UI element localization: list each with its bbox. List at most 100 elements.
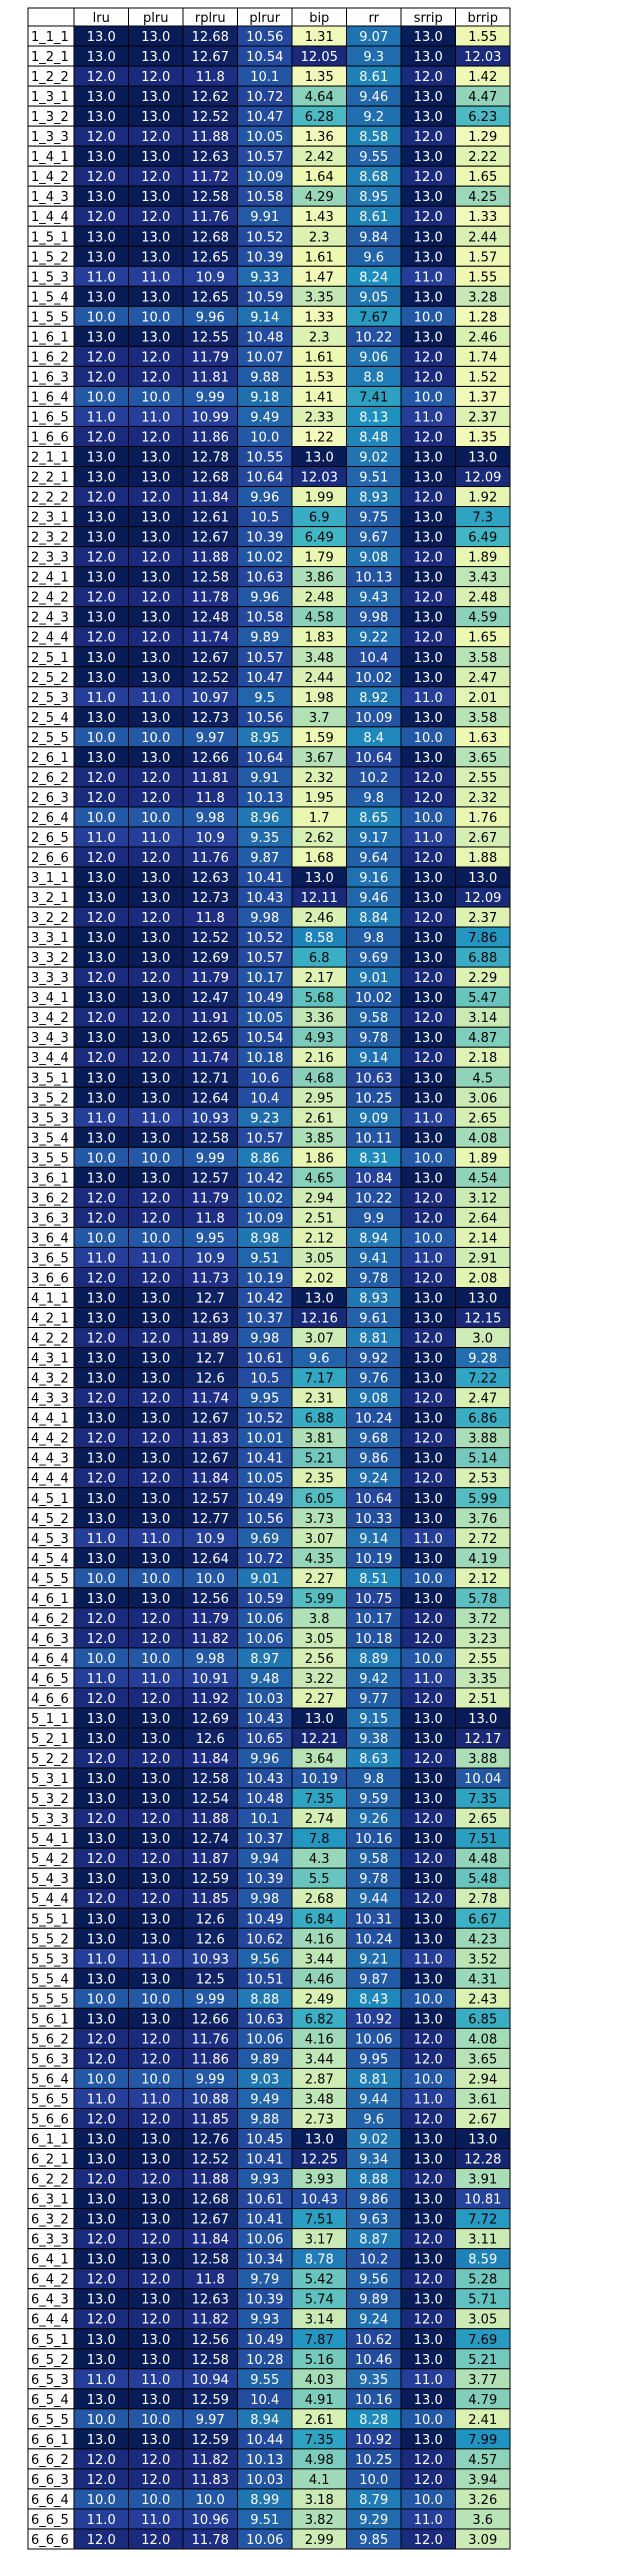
cell-value-label: 7.41 [359,390,388,405]
cell-value-label: 10.28 [246,2353,283,2368]
cell-value-label: 9.89 [250,2052,279,2067]
cell-value-label: 13.0 [414,1452,443,1467]
cell-value-label: 10.18 [246,1051,283,1066]
cell-value-label: 12.0 [141,1211,170,1226]
cell-value-label: 12.09 [464,891,501,906]
row-label: 2_5_3 [31,691,69,706]
cell-value-label: 13.0 [87,330,116,345]
cell-value-label: 9.23 [250,1111,279,1126]
cell-value-label: 12.64 [192,1552,229,1567]
cell-value-label: 12.0 [414,1191,443,1206]
row-label: 2_6_4 [31,811,69,826]
cell-value-label: 11.88 [192,2173,229,2188]
row-label: 1_3_1 [31,90,69,105]
cell-value-label: 12.0 [87,1752,116,1767]
cell-value-label: 13.0 [87,1091,116,1106]
cell-value-label: 9.84 [359,230,388,245]
cell-value-label: 13.0 [414,2293,443,2308]
cell-value-label: 9.14 [359,1051,388,1066]
cell-value-label: 6.82 [305,2012,334,2027]
cell-value-label: 10.59 [246,290,283,305]
cell-value-label: 11.0 [141,1251,170,1266]
cell-value-label: 5.5 [309,1872,330,1887]
cell-value-label: 1.86 [305,1151,334,1166]
cell-value-label: 11.8 [196,911,225,926]
cell-value-label: 13.0 [414,931,443,946]
cell-value-label: 5.42 [305,2273,334,2288]
cell-value-label: 12.0 [414,1612,443,1627]
cell-value-label: 2.32 [468,791,497,806]
cell-value-label: 13.0 [414,671,443,686]
cell-value-label: 12.0 [87,170,116,185]
cell-value-label: 3.88 [468,1432,497,1447]
cell-value-label: 12.0 [87,130,116,145]
cell-value-label: 8.48 [359,430,388,445]
cell-value-label: 10.43 [246,1712,283,1727]
cell-value-label: 12.0 [87,631,116,646]
cell-value-label: 11.0 [141,270,170,285]
row-label: 3_4_2 [31,1011,69,1026]
cell-value-label: 13.0 [141,1732,170,1747]
cell-value-label: 10.54 [246,1031,283,1046]
cell-value-label: 13.0 [414,2393,443,2408]
cell-value-label: 8.58 [359,130,388,145]
cell-value-label: 2.29 [468,971,497,986]
cell-value-label: 13.0 [141,1592,170,1607]
row-label: 5_3_3 [31,1812,69,1827]
cell-value-label: 13.0 [87,931,116,946]
cell-value-label: 9.91 [250,771,279,786]
cell-value-label: 10.41 [246,2153,283,2168]
cell-value-label: 12.0 [414,1432,443,1447]
cell-value-label: 11.76 [192,210,229,225]
cell-value-label: 13.0 [414,1131,443,1146]
row-label: 2_5_5 [31,731,69,746]
cell-value-label: 10.9 [196,270,225,285]
cell-value-label: 9.93 [250,2173,279,2188]
cell-value-label: 11.0 [141,2373,170,2388]
cell-value-label: 1.89 [468,551,497,566]
cell-value-label: 13.0 [141,671,170,686]
cell-value-label: 12.0 [141,2533,170,2548]
cell-value-label: 13.0 [141,2293,170,2308]
cell-value-label: 9.8 [363,931,384,946]
cell-value-label: 2.22 [468,150,497,165]
row-label: 1_3_3 [31,130,69,145]
cell-value-label: 13.0 [141,1071,170,1086]
cell-value-label: 12.67 [192,50,229,65]
row-label: 3_2_1 [31,891,69,906]
cell-value-label: 10.93 [192,1952,229,1967]
cell-value-label: 12.58 [192,190,229,205]
cell-value-label: 1.37 [468,390,497,405]
cell-value-label: 13.0 [87,991,116,1006]
cell-value-label: 9.92 [359,1352,388,1367]
cell-value-label: 13.0 [141,230,170,245]
row-label: 4_6_6 [31,1692,69,1707]
cell-value-label: 1.43 [305,210,334,225]
cell-value-label: 9.93 [250,2313,279,2328]
cell-value-label: 13.0 [87,2253,116,2268]
row-label: 6_5_3 [31,2373,69,2388]
cell-value-label: 11.0 [414,2373,443,2388]
cell-value-label: 12.0 [87,2112,116,2127]
cell-value-label: 13.0 [141,1292,170,1307]
cell-value-label: 8.68 [359,170,388,185]
cell-value-label: 11.0 [87,1672,116,1687]
cell-value-label: 4.54 [468,1171,497,1186]
cell-value-label: 3.93 [305,2173,334,2188]
cell-value-label: 11.0 [141,410,170,425]
cell-value-label: 4.35 [305,1552,334,1567]
row-label: 4_3_1 [31,1352,69,1367]
cell-value-label: 11.82 [192,2453,229,2468]
cell-value-label: 13.0 [141,1452,170,1467]
row-label: 4_5_3 [31,1532,69,1547]
cell-value-label: 6.88 [468,951,497,966]
cell-value-label: 12.0 [87,2273,116,2288]
column-header-label: plrur [249,11,280,26]
cell-value-label: 12.0 [141,2273,170,2288]
cell-value-label: 1.79 [305,551,334,566]
cell-value-label: 2.12 [468,1572,497,1587]
cell-value-label: 9.97 [196,731,225,746]
cell-value-label: 3.65 [468,2052,497,2067]
cell-value-label: 9.89 [250,631,279,646]
cell-value-label: 13.0 [414,991,443,1006]
